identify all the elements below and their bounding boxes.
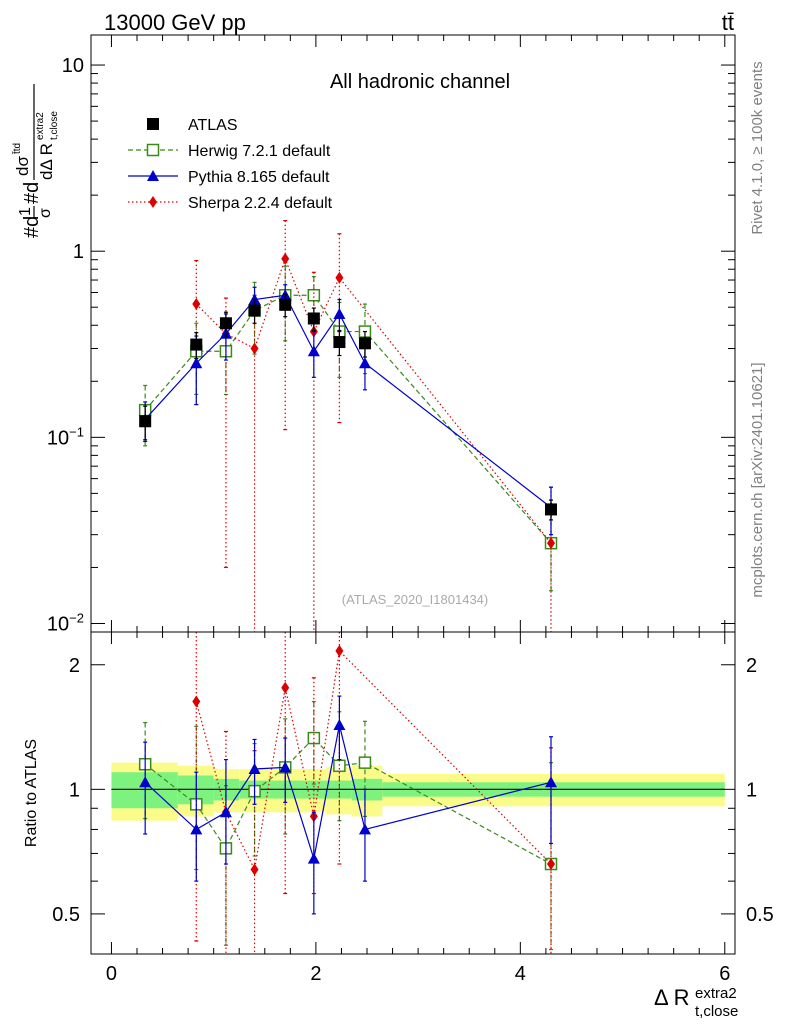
ratio-plot-frame xyxy=(90,631,736,955)
ratio-sherpa-point xyxy=(192,695,201,708)
main-atlas-point xyxy=(279,298,292,311)
ratio-y-tick-label: 1 xyxy=(69,779,80,801)
y-label-sigma-sup: t̄td xyxy=(11,143,23,155)
x-tick-label: 6 xyxy=(719,963,730,985)
x-label-super: extra2 xyxy=(695,985,737,1002)
ratio-pythia-point xyxy=(219,806,232,818)
ratio-y-tick-label-right: 0.5 xyxy=(746,904,774,926)
y-label-mid: #d xyxy=(21,182,43,204)
ratio-sherpa-point xyxy=(547,858,555,871)
main-sherpa-point xyxy=(250,342,259,355)
legend-label-pythia: Pythia 8.165 default xyxy=(188,169,330,186)
main-atlas-point xyxy=(307,312,320,325)
y-label-one: 1 xyxy=(17,207,34,216)
ratio-pythia-point xyxy=(139,776,152,788)
ratio-sherpa-point xyxy=(281,681,290,694)
legend-marker-pythia xyxy=(147,170,159,181)
x-axis-label: Δ R extra2 t,close xyxy=(654,985,738,1020)
x-tick-label: 0 xyxy=(106,963,117,985)
main-sherpa-line xyxy=(195,257,552,544)
ratio-pythia-point xyxy=(248,762,261,774)
main-atlas-point xyxy=(358,337,371,350)
main-pythia-point xyxy=(333,307,346,319)
y-label-r-sub: t,close xyxy=(49,111,60,140)
main-atlas-point xyxy=(190,338,203,351)
legend-marker-atlas xyxy=(147,118,159,130)
ratio-herwig-point xyxy=(358,756,372,769)
main-pythia-point xyxy=(190,357,203,369)
ratio-plot-panel: 0.5 0.5 1 1 2 2 0 2 4 6 Ratio to ATLAS Δ R extra2… xyxy=(23,631,774,1020)
ratio-y-tick-label: 2 xyxy=(69,655,80,677)
main-atlas-point xyxy=(248,304,261,317)
ratio-sherpa-point xyxy=(335,644,344,657)
main-herwig-point xyxy=(307,288,321,302)
ratio-herwig-point xyxy=(333,759,346,773)
legend-label-sherpa: Sherpa 2.2.4 default xyxy=(188,195,333,212)
ratio-pythia-point xyxy=(279,761,292,773)
main-sherpa-point xyxy=(192,298,201,311)
x-label-base: Δ R xyxy=(654,985,689,1010)
legend-label-herwig: Herwig 7.2.1 default xyxy=(188,143,331,160)
y-label-sigma: σ xyxy=(37,208,54,218)
y-axis-label: #d 1 σ #d dσ t̄td dΔ R extra2 t,close xyxy=(11,84,60,238)
ratio-pythia-point xyxy=(545,776,557,788)
main-pythia-line xyxy=(144,294,552,508)
ratio-y-tick-label-right: 2 xyxy=(746,655,757,677)
main-y-tick-label: 10−1 xyxy=(47,424,84,449)
main-atlas-point xyxy=(139,415,152,428)
legend: ATLAS Herwig 7.2.1 default Pythia 8.165 de… xyxy=(128,117,333,212)
main-sherpa-point xyxy=(335,271,344,284)
main-pythia-point xyxy=(307,345,320,357)
analysis-watermark: (ATLAS_2020_I1801434) xyxy=(342,592,488,607)
y-label-dsigma: dσ xyxy=(13,156,32,176)
ratio-pythia-point xyxy=(307,852,320,864)
main-pythia-point xyxy=(358,357,371,369)
legend-label-atlas: ATLAS xyxy=(188,117,238,134)
y-label-r-super: extra2 xyxy=(35,112,46,140)
y-label-ddr: dΔ R xyxy=(37,143,56,180)
mcplots-label: mcplots.cern.ch [arXiv:2401.10621] xyxy=(749,362,766,597)
main-y-tick-label: 10−2 xyxy=(47,610,84,635)
x-label-sub: t,close xyxy=(695,1003,738,1020)
main-y-tick-label: 10 xyxy=(62,55,84,77)
chart-title: All hadronic channel xyxy=(330,71,510,93)
x-tick-label: 2 xyxy=(310,963,321,985)
main-sherpa-point xyxy=(547,537,555,550)
ratio-pythia-point xyxy=(358,823,371,835)
main-herwig-line xyxy=(144,294,552,544)
legend-marker-sherpa xyxy=(149,196,157,208)
ratio-y-tick-label: 0.5 xyxy=(52,904,80,926)
x-tick-label: 4 xyxy=(515,963,526,985)
ratio-pythia-point xyxy=(333,719,346,731)
collision-label: 13000 GeV pp xyxy=(104,10,246,35)
ratio-sherpa-line xyxy=(195,649,552,872)
main-sherpa-point xyxy=(281,252,290,265)
rivet-label: Rivet 4.1.0, ≥ 100k events xyxy=(749,61,766,234)
y-label-prefix: #d xyxy=(21,216,43,238)
ratio-sherpa-point xyxy=(250,863,259,876)
ratio-pythia-point xyxy=(190,823,203,835)
main-plot-panel: 10−2 10−1 1 10 All hadronic channel (ATLAS_… xyxy=(11,34,736,635)
main-atlas-point xyxy=(333,336,346,349)
main-atlas-point xyxy=(219,317,232,330)
process-label: tt̄ xyxy=(722,10,734,35)
main-y-tick-label: 1 xyxy=(73,241,84,263)
ratio-y-tick-label-right: 1 xyxy=(746,779,757,801)
ratio-y-label: Ratio to ATLAS xyxy=(23,739,40,847)
legend-marker-herwig xyxy=(146,143,160,157)
main-atlas-point xyxy=(545,503,557,516)
